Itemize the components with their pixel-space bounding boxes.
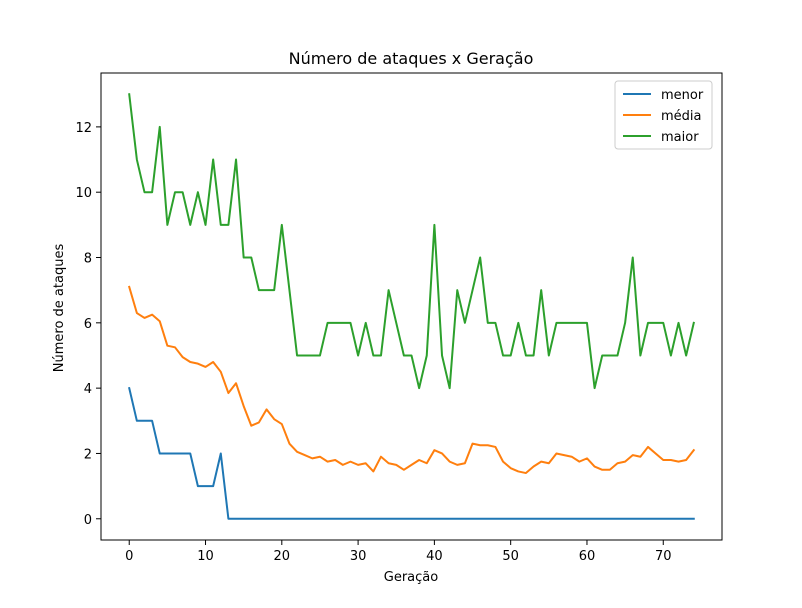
series-line-0: [128, 386, 695, 520]
x-tick-label: 20: [274, 549, 291, 564]
axes-frame: [100, 72, 723, 541]
legend-box: [614, 80, 713, 150]
x-tick-label: 10: [197, 549, 214, 564]
series-line-1: [127, 285, 696, 475]
x-tick-label: 50: [502, 549, 519, 564]
x-tick-label: 60: [579, 549, 596, 564]
y-tick-label: 6: [84, 317, 92, 332]
y-tick-label: 2: [84, 447, 92, 462]
y-tick-label: 4: [84, 382, 92, 397]
legend-label-1: média: [661, 109, 702, 124]
y-axis-label: Número de ataques: [52, 244, 67, 373]
x-tick-label: 0: [125, 549, 133, 564]
axes-layer: 0 10 20 30 40 50 60 70 0 2 4 6 8 10 12: [75, 72, 723, 564]
x-tick-label: 40: [426, 549, 443, 564]
series-layer: [127, 93, 696, 520]
legend: menor média maior: [614, 80, 713, 150]
y-tick-label: 8: [84, 252, 92, 267]
legend-label-0: menor: [661, 88, 704, 103]
y-tick-label: 10: [75, 186, 92, 201]
y-tick-label: 12: [75, 121, 92, 136]
x-tick-label: 70: [655, 549, 672, 564]
chart-title: Número de ataques x Geração: [289, 49, 534, 68]
x-tick-label: 30: [350, 549, 367, 564]
legend-label-2: maior: [661, 130, 699, 145]
y-tick-label: 0: [84, 513, 92, 528]
series-line-2: [128, 93, 695, 390]
x-axis-label: Geração: [384, 570, 438, 585]
